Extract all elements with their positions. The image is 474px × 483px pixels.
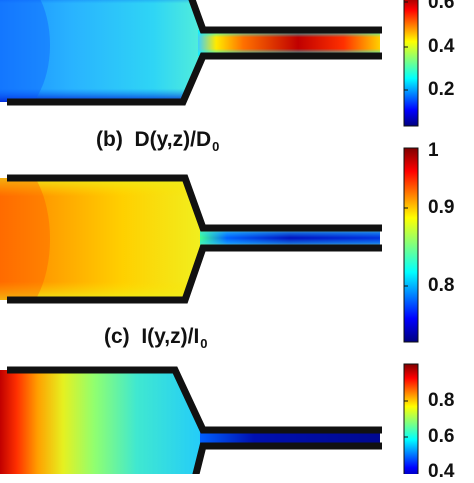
colorbar-a-tick-2: 0.4 — [428, 36, 455, 57]
panel-b-subscript: 0 — [212, 139, 220, 154]
colorbar-b — [403, 147, 419, 343]
colorbar-a-tick-3: 0.2 — [428, 79, 455, 100]
colorbar-b-tick-1: 1 — [428, 140, 439, 161]
panel-c-prefix: (c) — [104, 325, 130, 348]
colorbar-a — [403, 0, 419, 127]
panel-c-title: I(y,z)/I — [141, 325, 200, 348]
panel-c-walls — [7, 366, 382, 474]
colorbar-c-tick-3: 0.4 — [428, 461, 455, 482]
colorbar-a-tick-1: 0.6 — [428, 0, 455, 13]
panel-a-walls — [7, 0, 382, 106]
panel-b-label: (b) D(y,z)/D0 — [96, 128, 220, 154]
panel-a-field — [0, 0, 380, 102]
colorbar-c-tick-1: 0.8 — [428, 390, 455, 411]
panel-b-walls — [7, 174, 382, 304]
panel-c-subscript: 0 — [200, 336, 208, 351]
panel-b-field — [0, 178, 380, 300]
colorbar-c-tick-2: 0.6 — [428, 426, 455, 447]
panel-c-label: (c) I(y,z)/I0 — [104, 325, 208, 351]
panel-b-title: D(y,z)/D — [134, 128, 212, 151]
colorbar-b-tick-3: 0.8 — [428, 275, 455, 296]
colorbar-b-tick-2: 0.9 — [428, 197, 455, 218]
panel-b-prefix: (b) — [96, 128, 123, 151]
colorbar-c — [403, 363, 419, 474]
panel-c-field — [0, 370, 380, 474]
